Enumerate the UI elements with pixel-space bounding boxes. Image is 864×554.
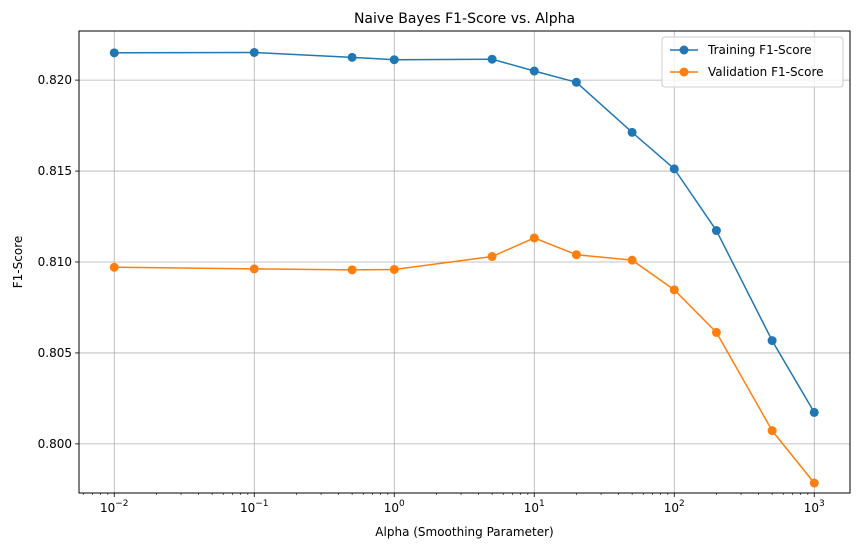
- y-axis-label: F1-Score: [11, 236, 25, 288]
- chart-title: Naive Bayes F1-Score vs. Alpha: [354, 11, 575, 27]
- data-point-1: [669, 285, 679, 295]
- data-point-1: [389, 264, 399, 274]
- data-point-0: [627, 127, 637, 137]
- y-tick-label: 0.805: [38, 346, 72, 360]
- x-tick-base: 10: [100, 501, 115, 515]
- y-tick-label: 0.820: [38, 73, 72, 87]
- data-point-0: [711, 226, 721, 236]
- data-point-0: [347, 52, 357, 62]
- ticks: 10−2 10−1 100 101 102 1030.8000.8050.8100.815…: [38, 73, 825, 515]
- x-tick-label: 10−2: [100, 499, 129, 515]
- data-point-0: [249, 47, 259, 57]
- x-tick-label: 100: [384, 499, 405, 515]
- x-tick-base: 10: [664, 501, 679, 515]
- data-point-1: [487, 252, 497, 262]
- x-tick-label: 102: [664, 499, 685, 515]
- legend-box: [661, 36, 844, 88]
- legend: Training F1-Score Validation F1-Score: [661, 36, 844, 88]
- x-tick-base: 10: [384, 501, 399, 515]
- legend-marker-validation: [679, 67, 689, 77]
- series-line-0: [114, 51, 815, 413]
- data-point-1: [109, 262, 119, 272]
- data-point-1: [571, 250, 581, 260]
- y-tick-label: 0.815: [38, 164, 72, 178]
- data-point-1: [627, 255, 637, 265]
- y-tick-label: 0.810: [38, 255, 72, 269]
- series-layer: [109, 47, 819, 488]
- x-axis-label: Alpha (Smoothing Parameter): [375, 525, 553, 539]
- data-point-0: [809, 407, 819, 417]
- data-point-0: [109, 48, 119, 58]
- data-point-1: [809, 478, 819, 488]
- data-point-0: [487, 54, 497, 64]
- data-point-1: [249, 264, 259, 274]
- data-point-1: [529, 233, 539, 243]
- x-tick-exponent: −2: [115, 499, 128, 509]
- x-tick-exponent: 0: [399, 499, 405, 509]
- x-tick-label: 10−1: [240, 499, 269, 515]
- x-tick-exponent: −1: [255, 499, 268, 509]
- legend-label-validation: Validation F1-Score: [708, 65, 824, 79]
- x-tick-exponent: 3: [819, 499, 825, 509]
- y-tick-label: 0.800: [38, 437, 72, 451]
- series-line-1: [114, 237, 815, 484]
- data-point-0: [529, 66, 539, 76]
- data-point-0: [767, 336, 777, 346]
- data-point-0: [571, 77, 581, 87]
- x-tick-label: 101: [524, 499, 545, 515]
- x-tick-exponent: 2: [679, 499, 685, 509]
- x-tick-base: 10: [804, 501, 819, 515]
- data-point-1: [767, 426, 777, 436]
- x-tick-base: 10: [240, 501, 255, 515]
- data-point-1: [711, 327, 721, 337]
- data-point-0: [669, 164, 679, 174]
- x-tick-base: 10: [524, 501, 539, 515]
- data-point-0: [389, 55, 399, 65]
- legend-marker-training: [679, 45, 689, 55]
- x-tick-label: 103: [804, 499, 825, 515]
- x-tick-exponent: 1: [539, 499, 545, 509]
- legend-label-training: Training F1-Score: [707, 43, 812, 57]
- data-point-1: [347, 265, 357, 275]
